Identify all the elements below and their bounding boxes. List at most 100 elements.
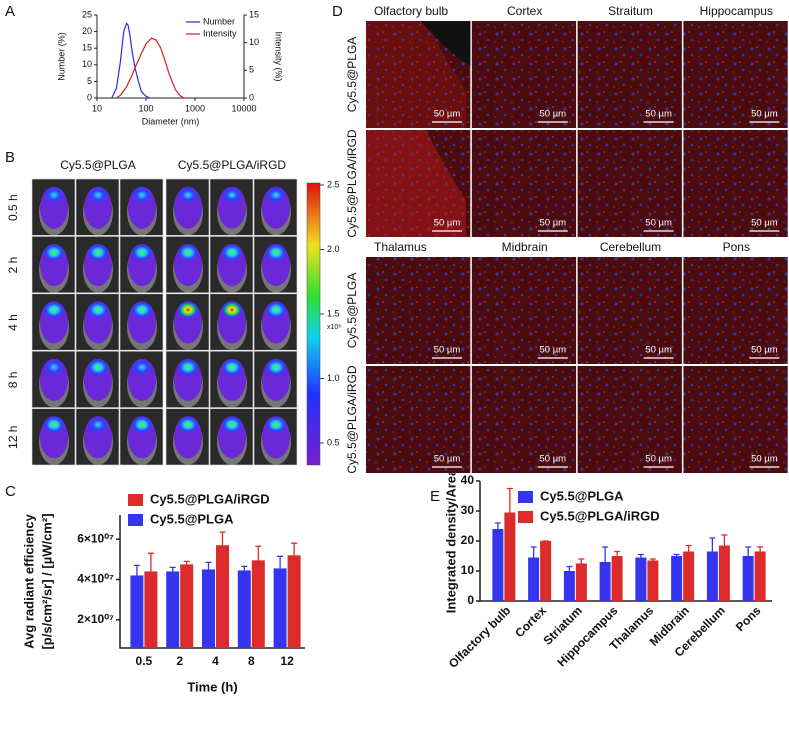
legend-label: Cy5.5@PLGA/iRGD [540,508,660,523]
error-bar [566,565,573,571]
bar [251,560,265,648]
scale-bar-label: 50 µm [645,345,672,356]
x-tick-label: 1000 [185,103,205,113]
bar [237,570,251,648]
signal [87,186,109,205]
bar [706,551,718,601]
region-title: Midbrain [502,240,548,254]
scale-bar-label: 50 µm [751,454,778,465]
legend-swatch [518,511,533,523]
x-tick-label: 12 [280,654,294,668]
tissue-band [366,21,466,128]
scale-bar-label: 50 µm [751,345,778,356]
y-axis-label: Avg radiant efficiency [21,513,36,648]
signal [265,358,287,377]
row-label: 8 h [6,372,20,389]
signal [177,186,199,205]
bar [216,545,229,648]
bar [635,557,647,601]
y-tick-label: 40 [461,473,475,487]
y-tick-label: 15 [82,43,92,53]
bar [742,556,754,601]
region-title: Thalamus [374,240,427,254]
bar [718,545,730,601]
colorbar [306,182,321,466]
error-bar [183,560,190,565]
signal [177,243,199,262]
bar [287,555,301,648]
y2-tick-label: 0 [249,92,254,102]
x-tick-label: 8 [248,654,255,668]
micrograph [471,130,577,237]
series-line [116,37,185,99]
bar [563,571,575,601]
micrograph [577,257,682,364]
bar [599,562,611,601]
series-line [111,22,151,99]
row-label: 12 h [6,426,20,449]
axes [96,15,245,99]
error-bar [133,564,140,576]
micrograph [683,257,788,364]
signal [177,415,199,434]
row-label: Cy5.5@PLGA [345,37,359,113]
bar [144,571,158,648]
error-bar [685,544,692,552]
error-bar [291,542,298,556]
bar [180,564,194,648]
y2-tick-label: 15 [249,9,259,19]
y-tick-label: 0 [467,593,474,607]
micrograph [683,21,788,128]
y-axis-label: [p/s/cm²/sr] / [µW/cm²] [39,513,54,649]
error-bar [709,537,716,552]
error-bar [602,546,609,562]
colorbar-label: 1.0 [327,373,340,383]
signal [221,243,243,262]
x-tick-label: 0.5 [136,654,153,668]
bar [166,571,180,648]
panel-letter: E [430,488,440,505]
row-label: Cy5.5@PLGA/iRGD [345,365,359,474]
micrograph [683,130,788,237]
signal [177,300,199,319]
scale-bar-label: 50 µm [540,345,567,356]
signal [43,186,65,205]
y-axis-label: Number (%) [56,32,66,81]
signal [221,358,243,377]
legend-label: Intensity [203,28,237,38]
signal [221,415,243,434]
x-axis-label: Diameter (nm) [142,116,200,126]
scale-bar-label: 50 µm [434,345,461,356]
row-label: Cy5.5@PLGA [345,273,359,349]
signal [131,358,153,377]
scale-bar-label: 50 µm [540,109,567,120]
row-label: 4 h [6,314,20,331]
error-bar [637,553,644,558]
micrograph [577,366,682,473]
bar [575,563,587,601]
signal [87,358,109,377]
legend-swatch [518,491,533,503]
error-bar [255,545,262,561]
bar [647,560,659,601]
signal [43,243,65,262]
legend-label: Cy5.5@PLGA/iRGD [150,491,270,506]
scale-bar-label: 50 µm [434,454,461,465]
signal [265,243,287,262]
scale-bar-label: 50 µm [540,454,567,465]
y-tick-label: 5 [87,76,92,86]
scale-bar-label: 50 µm [645,454,672,465]
signal [43,415,65,434]
bar [683,551,695,601]
tissue-band [366,130,466,237]
y-tick-label: 20 [461,533,475,547]
row-label: 0.5 h [6,194,20,221]
x-tick-label: 2 [176,654,183,668]
signal [131,415,153,434]
region-title: Hippocampus [700,4,773,18]
signal [43,300,65,319]
micrograph [471,366,577,473]
x-tick-label: 10 [92,103,102,113]
y2-tick-label: 10 [249,37,259,47]
